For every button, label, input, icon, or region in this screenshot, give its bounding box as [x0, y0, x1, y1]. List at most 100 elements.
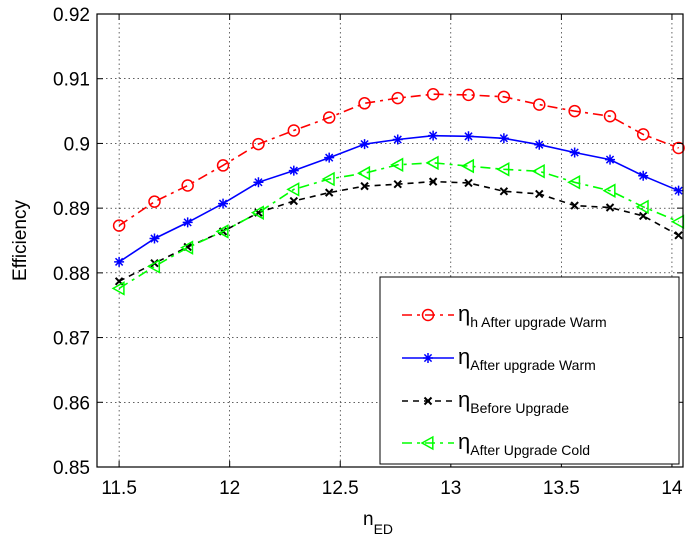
series-1-point-shape [287, 124, 301, 137]
x-tick-label: 12 [219, 478, 240, 499]
series-2-point [288, 165, 299, 176]
series-2-point [182, 217, 193, 228]
series-1-point [216, 159, 230, 172]
series-2-point [569, 147, 580, 158]
series-4-point [531, 163, 545, 179]
series-4-point [146, 259, 161, 274]
series-2-point-shape [638, 170, 649, 181]
legend-marker-shape [423, 396, 433, 406]
series-2-point-shape [569, 147, 580, 158]
series-1-point-shape [568, 104, 581, 118]
series-1-point-shape [112, 219, 126, 232]
series-4-point [321, 171, 335, 187]
series-2-point [324, 152, 335, 163]
series-2-point [673, 185, 684, 196]
series-4-point [567, 174, 581, 190]
series-1-point-shape [181, 179, 194, 192]
series-4-point [460, 158, 475, 174]
series-1-point [322, 111, 336, 124]
axis-ticks: 11.5 12 12.5 13 13.5 14 0.85 0.86 0.87 0.88 0.89 0.… [53, 5, 683, 499]
series-4-point [425, 155, 439, 171]
series-2-point [463, 131, 474, 142]
series-4-point-shape [286, 182, 300, 197]
series-3-point [570, 201, 579, 210]
series-4-point [111, 281, 125, 296]
series-4-point-shape [635, 199, 649, 215]
series-4-point [215, 224, 229, 239]
series-2 [114, 130, 684, 267]
y-tick-label: 0.86 [53, 393, 90, 414]
series-4 [111, 155, 685, 296]
series-3-point [289, 196, 299, 206]
series-4-point-shape [180, 240, 194, 255]
legend-symbol: η [458, 344, 470, 369]
series-2-point-shape [288, 165, 299, 176]
series-1-point [636, 128, 650, 141]
series-1-point-shape [391, 91, 404, 105]
series-4-point [180, 240, 194, 255]
legend-entry-2: ηAfter upgrade Warm [402, 344, 596, 373]
series-4-point-shape [602, 183, 616, 198]
series-1-point [252, 137, 265, 151]
legend-entry-4: ηAfter Upgrade Cold [402, 429, 590, 458]
legend: ηh After upgrade Warm ηAfter upgrade Warm… [379, 276, 680, 465]
series-2-point [498, 133, 509, 144]
legend-marker-shape [421, 308, 435, 322]
plot-frame [96, 13, 684, 468]
series-1-point [148, 195, 161, 208]
y-tick-label: 0.88 [53, 264, 90, 285]
series-2-point-shape [463, 131, 474, 142]
x-tick-label: 12.5 [322, 478, 359, 499]
series-4-point-shape [321, 171, 335, 187]
series-3-point [393, 179, 402, 189]
series-4-line [118, 161, 679, 290]
series-2-point-shape [253, 177, 264, 188]
legend-symbol: η [458, 301, 470, 326]
series-2-point [392, 134, 403, 145]
series-1-point-shape [216, 159, 230, 172]
legend-entry-1: ηh After upgrade Warm [402, 301, 607, 330]
legend-label: ηAfter Upgrade Cold [458, 429, 590, 458]
series-1-point [287, 124, 301, 137]
series-2-point [218, 198, 229, 209]
series-1-point [426, 87, 440, 101]
series-3-point-shape [360, 181, 369, 191]
series-3-point [535, 189, 544, 199]
y-tick-label: 0.91 [53, 70, 90, 91]
series-4-point-shape [250, 205, 264, 220]
series-3 [114, 177, 683, 286]
series-1-point-shape [462, 88, 475, 102]
series-1-point-shape [252, 137, 265, 151]
series-4-point-shape [146, 259, 161, 274]
series-3-point [428, 177, 438, 186]
series-3-point-shape [499, 187, 509, 196]
series-1-point-shape [497, 90, 511, 104]
series-1-point [568, 104, 581, 118]
legend-subscript: h After upgrade Warm [470, 314, 606, 330]
series-1-point-shape [533, 98, 546, 111]
series-2-point [638, 170, 649, 181]
y-axis-label: Efficiency [10, 200, 31, 281]
legend-marker [420, 435, 434, 451]
series-4-point [635, 199, 649, 215]
series-1 [112, 87, 685, 232]
legend-subscript: After Upgrade Cold [470, 442, 590, 458]
y-tick-label: 0.92 [53, 5, 90, 26]
legend-marker [421, 308, 435, 322]
series-4-point-shape [357, 165, 371, 181]
series-2-point [428, 130, 439, 141]
series-4-point-shape [390, 157, 404, 173]
series-3-point [360, 181, 369, 191]
series-1-point-shape [672, 141, 685, 155]
legend-marker [423, 396, 433, 406]
series-2-point-shape [428, 130, 439, 141]
y-tick-label: 0.87 [53, 329, 90, 350]
series-4-point [390, 157, 404, 173]
series-1-point [672, 141, 685, 155]
series-3-line [118, 180, 679, 283]
series-3-point-shape [605, 203, 615, 212]
legend-marker-shape [420, 435, 434, 451]
series-1-point [112, 219, 126, 232]
legend-label: ηh After upgrade Warm [458, 301, 607, 330]
